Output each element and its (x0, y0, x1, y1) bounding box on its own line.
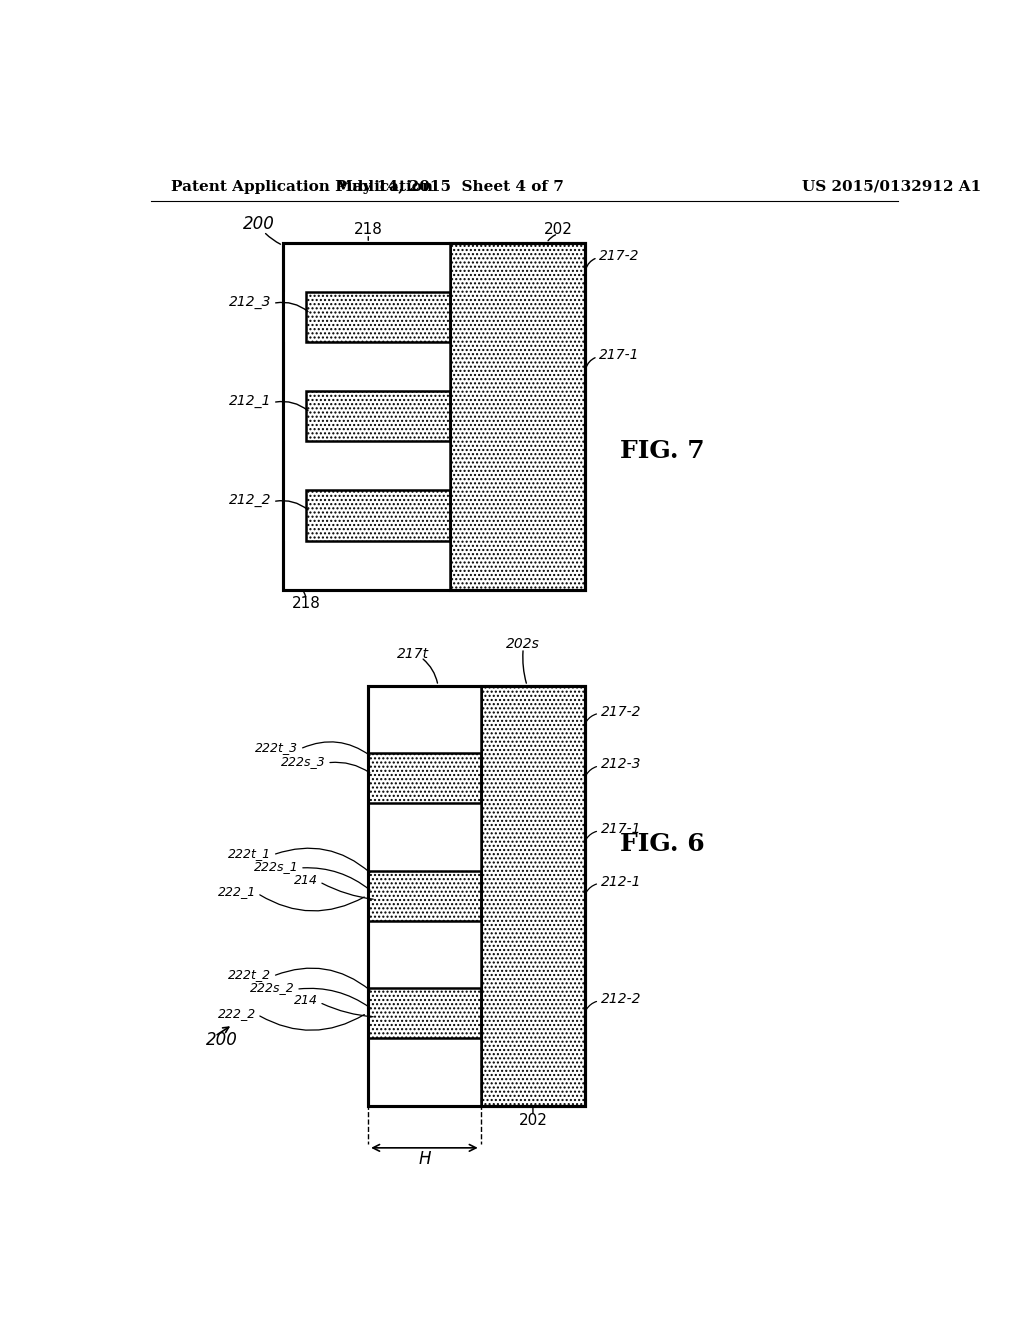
Text: 202: 202 (544, 222, 572, 236)
Text: 200: 200 (206, 1031, 238, 1049)
Bar (283, 243, 586, 590)
Text: 222t_3: 222t_3 (255, 741, 299, 754)
Bar (283, 243, 450, 590)
Text: 214: 214 (294, 994, 317, 1007)
Bar (283, 243, 586, 590)
Text: 218: 218 (292, 595, 321, 611)
Text: 218: 218 (354, 222, 383, 236)
Text: 222_2: 222_2 (218, 1007, 256, 1019)
Bar (369, 754, 480, 804)
Text: 212_2: 212_2 (229, 494, 271, 507)
Bar (369, 754, 480, 804)
Text: 212-1: 212-1 (601, 875, 641, 888)
Text: 202s: 202s (506, 636, 541, 651)
Bar (283, 391, 450, 441)
Text: 212_3: 212_3 (229, 294, 271, 309)
Bar (369, 989, 480, 1038)
Text: 200: 200 (243, 215, 274, 232)
Text: 212-2: 212-2 (601, 993, 641, 1006)
Text: 217-1: 217-1 (599, 348, 640, 362)
Bar (283, 292, 450, 342)
Bar (369, 686, 586, 1106)
Text: 212-3: 212-3 (601, 758, 641, 771)
Bar (369, 871, 480, 921)
Text: 222_1: 222_1 (218, 886, 256, 899)
Text: 222s_2: 222s_2 (250, 981, 295, 994)
Bar (283, 491, 450, 540)
Text: 217-1: 217-1 (601, 822, 641, 837)
Text: Patent Application Publication: Patent Application Publication (171, 180, 432, 194)
Text: May 14, 2015  Sheet 4 of 7: May 14, 2015 Sheet 4 of 7 (336, 180, 563, 194)
Bar (306, 391, 450, 441)
Text: 217-2: 217-2 (601, 705, 641, 719)
Text: 222s_1: 222s_1 (254, 859, 299, 873)
Bar (450, 243, 586, 590)
Text: H: H (418, 1151, 431, 1168)
Text: 217t: 217t (397, 647, 429, 660)
Bar (306, 292, 450, 342)
Bar (369, 871, 480, 921)
Bar (480, 686, 586, 1106)
Text: 217-2: 217-2 (599, 249, 640, 263)
Text: 202: 202 (518, 1113, 548, 1129)
Text: FIG. 6: FIG. 6 (621, 832, 705, 855)
Text: 222t_2: 222t_2 (228, 968, 271, 981)
Text: FIG. 7: FIG. 7 (621, 440, 705, 463)
Bar (369, 686, 480, 1106)
Bar (306, 491, 450, 540)
Text: 222s_3: 222s_3 (281, 755, 326, 768)
Text: US 2015/0132912 A1: US 2015/0132912 A1 (802, 180, 981, 194)
Bar (369, 989, 480, 1038)
Bar (369, 686, 586, 1106)
Text: 214: 214 (294, 874, 317, 887)
Text: 222t_1: 222t_1 (228, 847, 271, 859)
Text: 212_1: 212_1 (229, 393, 271, 408)
